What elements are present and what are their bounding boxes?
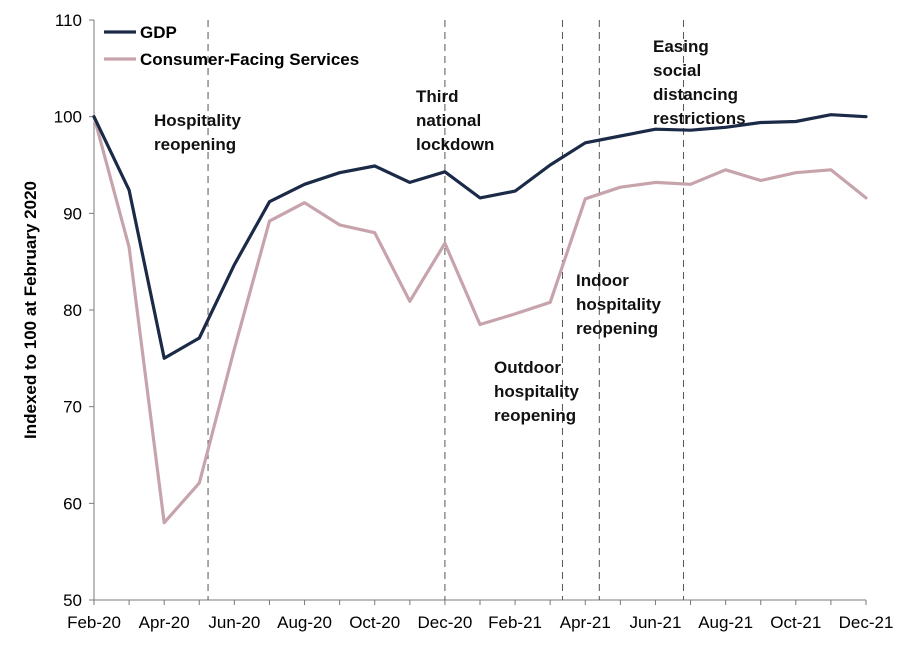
x-tick-label: Aug-21: [698, 613, 753, 632]
x-tick-label: Aug-20: [277, 613, 332, 632]
y-tick-label: 90: [63, 204, 82, 223]
x-tick-label: Jun-21: [629, 613, 681, 632]
x-tick-label: Jun-20: [208, 613, 260, 632]
series-line-gdp: [92, 113, 868, 360]
event-annotation: social: [653, 61, 701, 80]
y-tick-label: 50: [63, 591, 82, 610]
event-annotation: reopening: [154, 135, 236, 154]
event-markers: Hospitality reopening Third national lockdow…: [154, 20, 746, 600]
x-tick-label: Feb-21: [488, 613, 542, 632]
x-tick-label: Oct-21: [770, 613, 821, 632]
event-annotation: national: [416, 111, 481, 130]
x-tick-label: Apr-21: [560, 613, 611, 632]
y-tick-label: 80: [63, 301, 82, 320]
event-annotation: restrictions: [653, 109, 746, 128]
x-tick-label: Dec-21: [839, 613, 894, 632]
x-tick-label: Feb-20: [67, 613, 121, 632]
x-tick-label: Apr-20: [139, 613, 190, 632]
x-tick-label: Oct-20: [349, 613, 400, 632]
legend: GDP Consumer-Facing Services: [104, 23, 359, 69]
y-tick-label: 100: [54, 108, 82, 127]
y-tick-label: 70: [63, 398, 82, 417]
event-annotation: Easing: [653, 37, 709, 56]
series-lines: [92, 113, 868, 525]
event-annotation: hospitality: [494, 382, 580, 401]
event-annotation: distancing: [653, 85, 738, 104]
event-annotation: lockdown: [416, 135, 494, 154]
y-tick-label: 60: [63, 494, 82, 513]
event-annotation: reopening: [576, 319, 658, 338]
y-tick-label: 110: [55, 11, 82, 30]
series-line-consumer-facing-services: [92, 115, 868, 525]
legend-label: Consumer-Facing Services: [140, 50, 359, 69]
event-annotation: Hospitality: [154, 111, 241, 130]
x-tick-label: Dec-20: [418, 613, 473, 632]
y-axis-title: Indexed to 100 at February 2020: [21, 181, 40, 439]
event-annotation: hospitality: [576, 295, 662, 314]
event-annotation: Indoor: [576, 271, 629, 290]
axes: 50 60 70 80 90 100 110 Feb-20 Apr-20 Jun-20 Aug-20…: [54, 11, 894, 632]
event-annotation: reopening: [494, 406, 576, 425]
event-annotation: Outdoor: [494, 358, 561, 377]
event-annotation: Third: [416, 87, 459, 106]
legend-label: GDP: [140, 23, 177, 42]
